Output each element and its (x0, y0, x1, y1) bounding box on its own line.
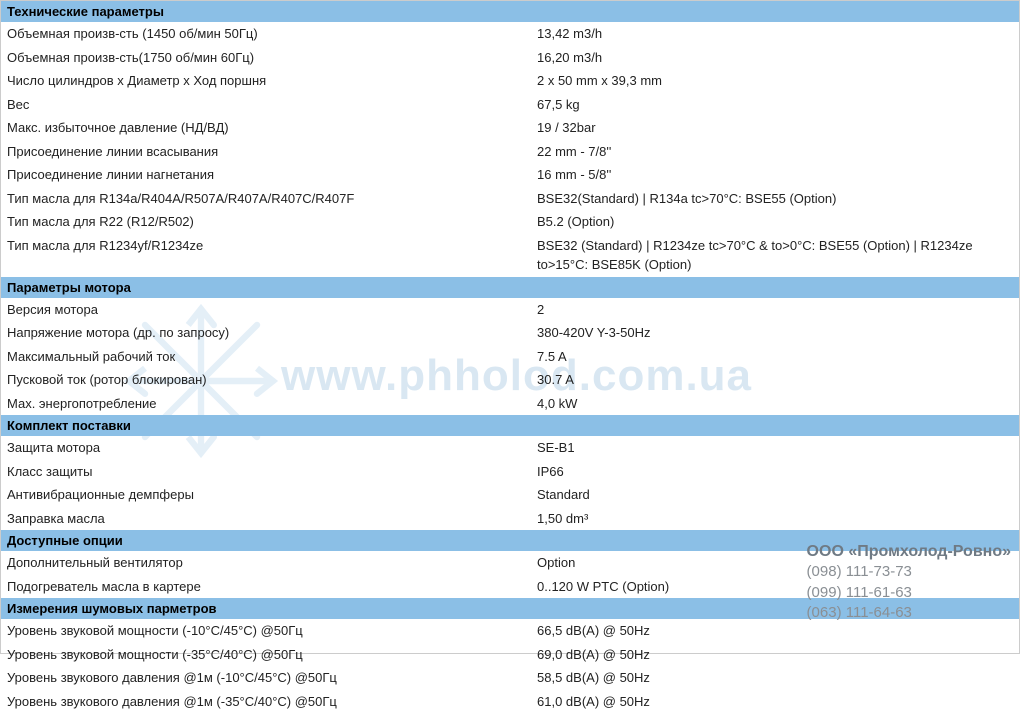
spec-row: Напряжение мотора (др. по запросу)380-42… (1, 321, 1019, 345)
spec-value: 61,0 dB(A) @ 50Hz (537, 692, 1013, 712)
spec-row: Мах. энергопотребление4,0 kW (1, 392, 1019, 416)
spec-value: 2 (537, 300, 1013, 320)
spec-row: Антивибрационные демпферыStandard (1, 483, 1019, 507)
spec-row: Объемная произв-сть(1750 об/мин 60Гц)16,… (1, 46, 1019, 70)
spec-label: Тип масла для R1234yf/R1234ze (7, 236, 537, 275)
spec-label: Вес (7, 95, 537, 115)
spec-value: 1,50 dm³ (537, 509, 1013, 529)
spec-value: 30.7 A (537, 370, 1013, 390)
spec-label: Уровень звуковой мощности (-35°C/40°C) @… (7, 645, 537, 665)
spec-row: Объемная произв-сть (1450 об/мин 50Гц)13… (1, 22, 1019, 46)
spec-value: IP66 (537, 462, 1013, 482)
spec-value: Option (537, 553, 1013, 573)
spec-label: Защита мотора (7, 438, 537, 458)
spec-label: Объемная произв-сть(1750 об/мин 60Гц) (7, 48, 537, 68)
spec-table: Технические параметрыОбъемная произв-сть… (1, 1, 1019, 713)
spec-row: Присоединение линии нагнетания16 mm - 5/… (1, 163, 1019, 187)
spec-label: Уровень звукового давления @1м (-10°C/45… (7, 668, 537, 688)
spec-value: 2 x 50 mm x 39,3 mm (537, 71, 1013, 91)
spec-value: 0..120 W PTC (Option) (537, 577, 1013, 597)
spec-label: Напряжение мотора (др. по запросу) (7, 323, 537, 343)
spec-value: 22 mm - 7/8'' (537, 142, 1013, 162)
spec-label: Объемная произв-сть (1450 об/мин 50Гц) (7, 24, 537, 44)
spec-value: 16,20 m3/h (537, 48, 1013, 68)
spec-value: B5.2 (Option) (537, 212, 1013, 232)
section-header: Комплект поставки (1, 415, 1019, 436)
spec-row: Версия мотора2 (1, 298, 1019, 322)
spec-label: Уровень звуковой мощности (-10°C/45°C) @… (7, 621, 537, 641)
section-header: Параметры мотора (1, 277, 1019, 298)
spec-value: 69,0 dB(A) @ 50Hz (537, 645, 1013, 665)
spec-row: Макс. избыточное давление (НД/ВД)19 / 32… (1, 116, 1019, 140)
spec-row: Заправка масла1,50 dm³ (1, 507, 1019, 531)
spec-row: Тип масла для R134a/R404A/R507A/R407A/R4… (1, 187, 1019, 211)
spec-row: Защита мотораSE-B1 (1, 436, 1019, 460)
spec-row: Уровень звуковой мощности (-10°C/45°C) @… (1, 619, 1019, 643)
spec-label: Тип масла для R22 (R12/R502) (7, 212, 537, 232)
spec-row: Тип масла для R1234yf/R1234zeBSE32 (Stan… (1, 234, 1019, 277)
spec-label: Заправка масла (7, 509, 537, 529)
spec-value: 380-420V Y-3-50Hz (537, 323, 1013, 343)
spec-value: 13,42 m3/h (537, 24, 1013, 44)
spec-label: Число цилиндров x Диаметр x Ход поршня (7, 71, 537, 91)
spec-label: Присоединение линии всасывания (7, 142, 537, 162)
spec-label: Присоединение линии нагнетания (7, 165, 537, 185)
spec-row: Присоединение линии всасывания22 mm - 7/… (1, 140, 1019, 164)
spec-row: Уровень звуковой мощности (-35°C/40°C) @… (1, 643, 1019, 667)
spec-label: Макс. избыточное давление (НД/ВД) (7, 118, 537, 138)
spec-row: Пусковой ток (ротор блокирован)30.7 A (1, 368, 1019, 392)
spec-label: Мах. энергопотребление (7, 394, 537, 414)
spec-value: 4,0 kW (537, 394, 1013, 414)
spec-value: 66,5 dB(A) @ 50Hz (537, 621, 1013, 641)
spec-label: Антивибрационные демпферы (7, 485, 537, 505)
spec-value: BSE32(Standard) | R134a tc>70°C: BSE55 (… (537, 189, 1013, 209)
spec-label: Уровень звукового давления @1м (-35°C/40… (7, 692, 537, 712)
spec-label: Максимальный рабочий ток (7, 347, 537, 367)
spec-label: Подогреватель масла в картере (7, 577, 537, 597)
spec-label: Пусковой ток (ротор блокирован) (7, 370, 537, 390)
spec-row: Число цилиндров x Диаметр x Ход поршня2 … (1, 69, 1019, 93)
spec-value: 7.5 A (537, 347, 1013, 367)
spec-value: BSE32 (Standard) | R1234ze tc>70°C & to>… (537, 236, 1013, 275)
spec-value: Standard (537, 485, 1013, 505)
spec-value: 58,5 dB(A) @ 50Hz (537, 668, 1013, 688)
spec-row: Уровень звукового давления @1м (-35°C/40… (1, 690, 1019, 713)
spec-row: Класс защитыIP66 (1, 460, 1019, 484)
section-header: Доступные опции (1, 530, 1019, 551)
spec-row: Вес67,5 kg (1, 93, 1019, 117)
section-header: Технические параметры (1, 1, 1019, 22)
spec-row: Тип масла для R22 (R12/R502)B5.2 (Option… (1, 210, 1019, 234)
spec-row: Подогреватель масла в картере0..120 W PT… (1, 575, 1019, 599)
spec-row: Уровень звукового давления @1м (-10°C/45… (1, 666, 1019, 690)
spec-label: Класс защиты (7, 462, 537, 482)
spec-row: Максимальный рабочий ток7.5 A (1, 345, 1019, 369)
spec-value: 19 / 32bar (537, 118, 1013, 138)
section-header: Измерения шумовых парметров (1, 598, 1019, 619)
spec-label: Дополнительный вентилятор (7, 553, 537, 573)
spec-label: Тип масла для R134a/R404A/R507A/R407A/R4… (7, 189, 537, 209)
spec-value: 16 mm - 5/8'' (537, 165, 1013, 185)
spec-row: Дополнительный вентиляторOption (1, 551, 1019, 575)
spec-value: 67,5 kg (537, 95, 1013, 115)
spec-value: SE-B1 (537, 438, 1013, 458)
spec-label: Версия мотора (7, 300, 537, 320)
